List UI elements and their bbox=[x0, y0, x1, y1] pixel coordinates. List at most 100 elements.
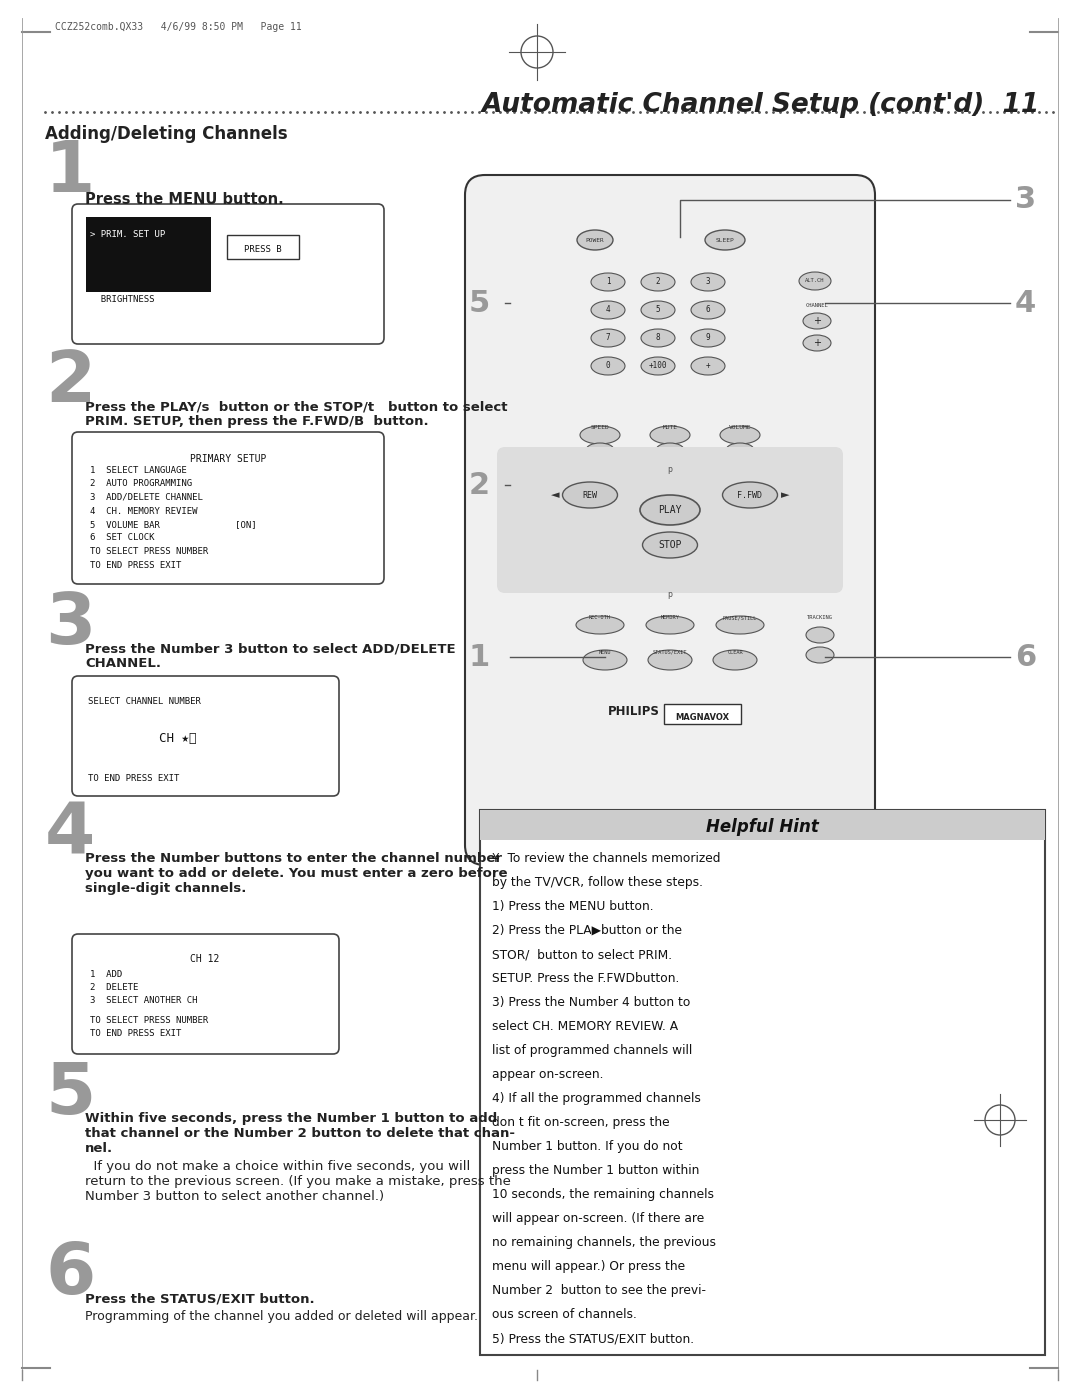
Text: Press the PLAY/s  button or the STOP/t   button to select
PRIM. SETUP, then pres: Press the PLAY/s button or the STOP/t bu… bbox=[85, 400, 508, 427]
Text: MENU: MENU bbox=[598, 650, 611, 655]
Text: 4  CH. MEMORY REVIEW: 4 CH. MEMORY REVIEW bbox=[90, 507, 198, 515]
Ellipse shape bbox=[591, 358, 625, 374]
Text: 5) Press the STATUS/EXIT button.: 5) Press the STATUS/EXIT button. bbox=[492, 1331, 694, 1345]
Ellipse shape bbox=[642, 358, 675, 374]
FancyBboxPatch shape bbox=[227, 235, 299, 258]
Text: VOLUME: VOLUME bbox=[729, 425, 752, 430]
FancyBboxPatch shape bbox=[72, 935, 339, 1053]
Ellipse shape bbox=[705, 231, 745, 250]
Text: TO SELECT PRESS NUMBER: TO SELECT PRESS NUMBER bbox=[90, 1016, 208, 1025]
Text: STOP: STOP bbox=[658, 541, 681, 550]
FancyBboxPatch shape bbox=[480, 810, 1045, 840]
Text: REW: REW bbox=[582, 490, 597, 500]
Text: TO END PRESS EXIT: TO END PRESS EXIT bbox=[90, 560, 181, 570]
Text: MAGNAVOX: MAGNAVOX bbox=[675, 712, 729, 722]
Text: MEMORY: MEMORY bbox=[661, 615, 679, 620]
Text: 2: 2 bbox=[469, 471, 490, 500]
Text: +: + bbox=[705, 362, 711, 370]
Text: press the Number 1 button within: press the Number 1 button within bbox=[492, 1164, 700, 1178]
Text: REMINDER: REMINDER bbox=[90, 282, 144, 291]
Ellipse shape bbox=[648, 650, 692, 671]
Ellipse shape bbox=[806, 647, 834, 664]
Ellipse shape bbox=[576, 616, 624, 634]
Text: PHILIPS: PHILIPS bbox=[608, 705, 660, 718]
Ellipse shape bbox=[563, 482, 618, 509]
Ellipse shape bbox=[642, 330, 675, 346]
Ellipse shape bbox=[691, 330, 725, 346]
Text: ¥  To review the channels memorized: ¥ To review the channels memorized bbox=[492, 852, 720, 865]
Text: 2: 2 bbox=[656, 278, 660, 286]
Ellipse shape bbox=[650, 426, 690, 444]
Text: CH 12: CH 12 bbox=[190, 954, 219, 964]
Text: Press the STATUS/EXIT button.: Press the STATUS/EXIT button. bbox=[85, 1292, 314, 1305]
Text: 1: 1 bbox=[606, 278, 610, 286]
Text: REC-OTH: REC-OTH bbox=[589, 615, 611, 620]
Text: 4: 4 bbox=[45, 800, 95, 869]
Text: Automatic Channel Setup (cont'd)  11: Automatic Channel Setup (cont'd) 11 bbox=[482, 92, 1040, 117]
Text: CCZ252comb.QX33   4/6/99 8:50 PM   Page 11: CCZ252comb.QX33 4/6/99 8:50 PM Page 11 bbox=[55, 22, 301, 32]
Text: 7: 7 bbox=[606, 334, 610, 342]
FancyBboxPatch shape bbox=[664, 704, 741, 724]
Ellipse shape bbox=[716, 616, 764, 634]
Text: Press the MENU button.: Press the MENU button. bbox=[85, 191, 284, 207]
Text: VCR PROGRAM: VCR PROGRAM bbox=[90, 243, 160, 251]
Text: 8: 8 bbox=[656, 334, 660, 342]
Text: PAUSE/STILL: PAUSE/STILL bbox=[723, 615, 757, 620]
Text: 3: 3 bbox=[45, 590, 95, 659]
Text: > PRIM. SET UP: > PRIM. SET UP bbox=[90, 231, 165, 239]
Ellipse shape bbox=[691, 300, 725, 319]
Ellipse shape bbox=[726, 443, 754, 457]
Text: 1  ADD: 1 ADD bbox=[90, 970, 122, 979]
Text: 2  DELETE: 2 DELETE bbox=[90, 983, 138, 992]
Text: by the TV/VCR, follow these steps.: by the TV/VCR, follow these steps. bbox=[492, 876, 703, 888]
Ellipse shape bbox=[583, 650, 627, 671]
FancyBboxPatch shape bbox=[86, 217, 211, 292]
Text: 5: 5 bbox=[656, 306, 660, 314]
Text: 0: 0 bbox=[606, 362, 610, 370]
Ellipse shape bbox=[642, 300, 675, 319]
FancyBboxPatch shape bbox=[72, 204, 384, 344]
Ellipse shape bbox=[642, 272, 675, 291]
Text: SLEEP: SLEEP bbox=[716, 237, 734, 243]
Ellipse shape bbox=[591, 272, 625, 291]
Text: 1: 1 bbox=[45, 138, 95, 207]
Text: 6: 6 bbox=[705, 306, 711, 314]
Text: 6  SET CLOCK: 6 SET CLOCK bbox=[90, 534, 154, 542]
Text: +100: +100 bbox=[649, 362, 667, 370]
Text: 4: 4 bbox=[606, 306, 610, 314]
Text: Within five seconds, press the Number 1 button to add
that channel or the Number: Within five seconds, press the Number 1 … bbox=[85, 1112, 515, 1155]
Text: Helpful Hint: Helpful Hint bbox=[706, 819, 819, 835]
Text: don t fit on-screen, press the: don t fit on-screen, press the bbox=[492, 1116, 670, 1129]
Text: POWER: POWER bbox=[585, 237, 605, 243]
Text: STOR/  button to select PRIM.: STOR/ button to select PRIM. bbox=[492, 949, 672, 961]
Text: SETUP. Press the F.FWDbutton.: SETUP. Press the F.FWDbutton. bbox=[492, 972, 679, 985]
Text: 4: 4 bbox=[1015, 289, 1036, 317]
Ellipse shape bbox=[806, 627, 834, 643]
Text: p: p bbox=[667, 590, 673, 599]
Text: 3) Press the Number 4 button to: 3) Press the Number 4 button to bbox=[492, 996, 690, 1009]
Ellipse shape bbox=[591, 300, 625, 319]
Ellipse shape bbox=[643, 532, 698, 557]
Text: 5  VOLUME BAR              [ON]: 5 VOLUME BAR [ON] bbox=[90, 520, 257, 529]
Text: 6: 6 bbox=[1015, 643, 1036, 672]
Text: list of programmed channels will: list of programmed channels will bbox=[492, 1044, 692, 1058]
Ellipse shape bbox=[656, 443, 684, 457]
Text: TRACKING: TRACKING bbox=[807, 615, 833, 620]
Text: PLAY: PLAY bbox=[658, 504, 681, 515]
Ellipse shape bbox=[804, 313, 831, 330]
Ellipse shape bbox=[799, 272, 831, 291]
Ellipse shape bbox=[577, 231, 613, 250]
Text: appear on-screen.: appear on-screen. bbox=[492, 1067, 604, 1081]
Text: CAPTION: CAPTION bbox=[90, 270, 138, 278]
Text: TO END PRESS EXIT: TO END PRESS EXIT bbox=[90, 1030, 181, 1038]
Text: VCR SET UP: VCR SET UP bbox=[90, 256, 154, 265]
Text: 1  SELECT LANGUAGE: 1 SELECT LANGUAGE bbox=[90, 467, 187, 475]
Text: 4) If all the programmed channels: 4) If all the programmed channels bbox=[492, 1092, 701, 1105]
Text: TO SELECT PRESS NUMBER: TO SELECT PRESS NUMBER bbox=[90, 548, 208, 556]
Ellipse shape bbox=[646, 616, 694, 634]
Ellipse shape bbox=[586, 443, 615, 457]
Text: Adding/Deleting Channels: Adding/Deleting Channels bbox=[45, 124, 287, 142]
Text: 1) Press the MENU button.: 1) Press the MENU button. bbox=[492, 900, 653, 914]
Text: TO END PRESS EXIT: TO END PRESS EXIT bbox=[87, 774, 179, 782]
Text: CH ★⁎: CH ★⁎ bbox=[159, 732, 197, 745]
